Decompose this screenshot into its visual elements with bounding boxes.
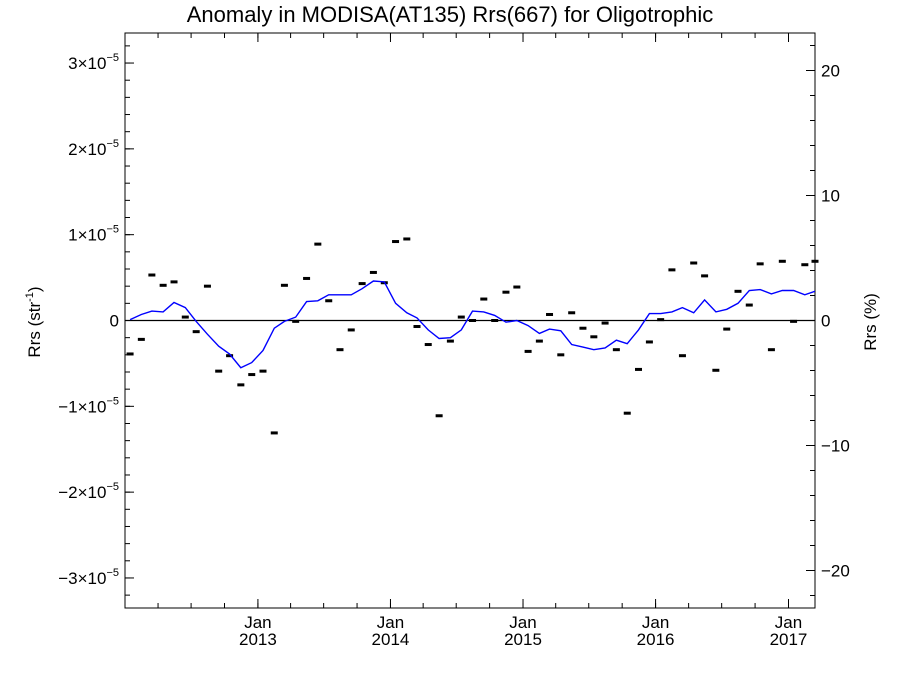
- anomaly-point: [678, 354, 686, 358]
- anomaly-point: [369, 270, 377, 274]
- anomaly-point: [801, 263, 809, 267]
- anomaly-point: [148, 273, 156, 277]
- anomaly-point: [325, 299, 333, 303]
- anomaly-point: [424, 343, 432, 347]
- y-tick-label-left: 3×10−5: [68, 52, 119, 73]
- x-tick-month: Jan: [642, 613, 669, 632]
- anomaly-point: [203, 284, 211, 288]
- y-axis-label-left: Rrs (str-1): [24, 286, 44, 357]
- x-tick-month: Jan: [775, 613, 802, 632]
- anomaly-point: [502, 290, 510, 294]
- x-tick-year: 2015: [504, 630, 542, 649]
- anomaly-point: [811, 259, 819, 263]
- anomaly-point: [491, 319, 499, 322]
- anomaly-point: [292, 319, 300, 323]
- x-tick-month: Jan: [509, 613, 536, 632]
- anomaly-point: [723, 327, 731, 331]
- anomaly-point: [126, 352, 134, 356]
- anomaly-point: [535, 339, 543, 343]
- anomaly-point: [469, 319, 477, 322]
- anomaly-point: [403, 237, 411, 241]
- anomaly-point: [137, 337, 145, 341]
- anomaly-points: [126, 237, 819, 435]
- anomaly-point: [790, 319, 798, 323]
- anomaly-point: [734, 289, 742, 293]
- x-tick-year: 2017: [770, 630, 808, 649]
- anomaly-point: [303, 276, 311, 280]
- x-tick-year: 2013: [239, 630, 277, 649]
- anomaly-point: [557, 353, 565, 357]
- x-tick-year: 2014: [372, 630, 410, 649]
- anomaly-point: [612, 348, 620, 352]
- x-tick-month: Jan: [377, 613, 404, 632]
- anomaly-point: [712, 368, 720, 372]
- anomaly-point: [270, 431, 278, 435]
- anomaly-point: [623, 411, 631, 415]
- anomaly-point: [280, 283, 288, 287]
- anomaly-point: [446, 339, 454, 343]
- y-tick-label-right: 0: [821, 312, 830, 331]
- y-tick-label-left: −3×10−5: [58, 567, 119, 588]
- anomaly-point: [568, 311, 576, 315]
- chart-title: Anomaly in MODISA(AT135) Rrs(667) for Ol…: [186, 2, 714, 27]
- anomaly-point: [413, 325, 421, 329]
- anomaly-point: [668, 268, 676, 272]
- anomaly-point: [248, 373, 256, 377]
- anomaly-point: [645, 340, 653, 344]
- y-axis-label-right: Rrs (%): [861, 293, 880, 351]
- y-tick-label-left: −2×10−5: [58, 481, 119, 502]
- anomaly-point: [546, 312, 554, 316]
- y-tick-label-left: −1×10−5: [58, 395, 119, 416]
- anomaly-point: [767, 348, 775, 352]
- anomaly-point: [635, 367, 643, 371]
- anomaly-point: [226, 354, 234, 358]
- y-tick-label-right: 10: [821, 187, 840, 206]
- y-tick-label-left: 2×10−5: [68, 138, 119, 159]
- axis-labels: Rrs (str-1) Rrs (%): [24, 286, 880, 357]
- anomaly-point: [237, 383, 245, 387]
- anomaly-point: [159, 283, 167, 287]
- anomaly-point: [601, 321, 609, 325]
- anomaly-point: [457, 315, 465, 319]
- anomaly-point: [745, 303, 753, 307]
- anomaly-point: [480, 297, 488, 301]
- anomaly-point: [170, 280, 178, 284]
- anomaly-point: [336, 348, 344, 352]
- y-tick-label-left: 0: [110, 312, 119, 331]
- anomaly-point: [690, 261, 698, 265]
- y-tick-label-right: −20: [821, 562, 850, 581]
- anomaly-point: [314, 242, 322, 246]
- anomaly-point: [590, 335, 598, 339]
- smoothed-line: [129, 280, 815, 369]
- anomaly-point: [756, 262, 764, 266]
- anomaly-point: [778, 259, 786, 263]
- anomaly-point: [259, 369, 267, 373]
- smoothed-curve: [129, 280, 815, 369]
- anomaly-point: [701, 274, 709, 278]
- y-tick-label-right: 20: [821, 62, 840, 81]
- anomaly-point: [392, 240, 400, 244]
- x-tick-month: Jan: [244, 613, 271, 632]
- anomaly-point: [657, 318, 665, 322]
- axes: 3×10−5 2×10−5 1×10−5 0 −1×10−5 −2×10−5 −3×10−5…: [58, 32, 850, 649]
- y-tick-label-left: 1×10−5: [68, 224, 119, 245]
- anomaly-point: [215, 369, 223, 373]
- y-tick-label-right: −10: [821, 437, 850, 456]
- anomaly-point: [579, 326, 587, 330]
- anomaly-point: [347, 328, 355, 332]
- anomaly-point: [524, 349, 532, 353]
- anomaly-point: [358, 282, 366, 286]
- anomaly-point: [435, 414, 443, 418]
- anomaly-point: [181, 315, 189, 319]
- anomaly-point: [513, 285, 521, 289]
- x-tick-year: 2016: [637, 630, 675, 649]
- anomaly-point: [192, 330, 200, 334]
